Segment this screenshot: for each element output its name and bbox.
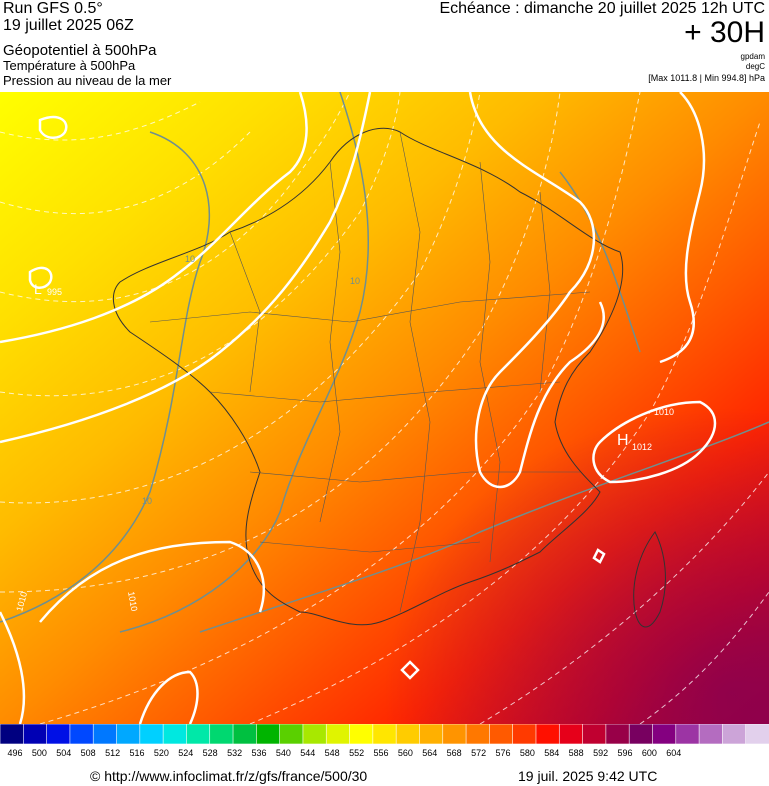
scale-tick-label: 560 (397, 748, 413, 758)
low-pressure-marker: L (34, 281, 42, 297)
scale-tick-label: 596 (617, 748, 633, 758)
scale-swatch (116, 724, 141, 744)
scale-swatch (349, 724, 374, 744)
scale-swatch (489, 724, 514, 744)
scale-swatch (698, 724, 724, 744)
scale-swatch (232, 724, 258, 744)
run-date: 19 juillet 2025 06Z (3, 17, 134, 34)
scale-swatch (186, 724, 211, 744)
isotherms (0, 92, 769, 633)
scale-swatch (162, 724, 188, 744)
scale-swatch (69, 724, 95, 744)
temperature-label: Température à 500hPa (3, 58, 136, 73)
scale-tick-label: 600 (641, 748, 657, 758)
scale-tick-label: 552 (349, 748, 365, 758)
scale-tick-label: 604 (666, 748, 682, 758)
contour-label: 995 (47, 287, 62, 297)
scale-tick-label: 496 (7, 748, 23, 758)
scale-swatch (675, 724, 700, 744)
scale-tick-label: 564 (422, 748, 438, 758)
contour-label: 1012 (632, 442, 652, 452)
scale-swatch (372, 724, 397, 744)
scale-tick-label: 516 (129, 748, 145, 758)
generation-timestamp: 19 juil. 2025 9:42 UTC (518, 768, 658, 784)
temperature-field-dark (0, 92, 769, 724)
scale-swatch (325, 724, 351, 744)
scale-swatch (92, 724, 118, 744)
contour-label: 1010 (126, 591, 139, 612)
scale-swatch (395, 724, 421, 744)
scale-tick-label: 588 (568, 748, 584, 758)
scale-swatch (22, 724, 48, 744)
scale-tick-label: 520 (153, 748, 169, 758)
scale-tick-label: 504 (56, 748, 72, 758)
scale-swatch (652, 724, 677, 744)
lead-time: + 30H (684, 16, 765, 49)
geopotential-label: Géopotentiel à 500hPa (3, 42, 157, 59)
scale-tick-label: 548 (324, 748, 340, 758)
scale-tick-label: 568 (446, 748, 462, 758)
isotherm-labels: 10 10 10 (142, 254, 360, 506)
scale-tick-label: 580 (519, 748, 535, 758)
forecast-time: Echéance : dimanche 20 juillet 2025 12h … (439, 0, 765, 17)
scale-tick-label: 528 (202, 748, 218, 758)
scale-tick-label: 512 (105, 748, 121, 758)
france-outline (112, 127, 666, 628)
scale-swatch (279, 724, 304, 744)
scale-tick-label: 500 (31, 748, 47, 758)
scale-swatch (465, 724, 491, 744)
scale-tick-label: 576 (495, 748, 511, 758)
scale-swatch (512, 724, 537, 744)
pressure-label: Pression au niveau de la mer (3, 73, 172, 88)
scale-swatch (558, 724, 584, 744)
scale-tick-label: 536 (251, 748, 267, 758)
scale-tick-label: 556 (373, 748, 389, 758)
unit-gpdam: gpdam (740, 52, 765, 61)
unit-degc: degC (745, 62, 765, 71)
scale-swatch (139, 724, 164, 744)
scale-swatch (302, 724, 328, 744)
scale-swatch (605, 724, 630, 744)
scale-tick-label: 572 (471, 748, 487, 758)
scale-swatch (745, 724, 769, 744)
scale-swatch (442, 724, 467, 744)
scale-tick-label: 532 (227, 748, 243, 758)
weather-map: 995 1010 1010 1012 1010 10 10 10 H L (0, 92, 769, 724)
scale-tick-label: 540 (275, 748, 291, 758)
scale-swatch (628, 724, 654, 744)
scale-tick-label: 508 (80, 748, 96, 758)
scale-tick-label: 524 (178, 748, 194, 758)
scale-swatch (0, 724, 25, 744)
color-scale-ticks: 496 500 504 508 512 516 520 524 528 532 536 540 544 5… (0, 748, 769, 762)
scale-tick-label: 584 (544, 748, 560, 758)
scale-swatch (209, 724, 234, 744)
scale-swatch (582, 724, 607, 744)
scale-swatch (256, 724, 281, 744)
scale-swatch (722, 724, 747, 744)
scale-swatch (419, 724, 444, 744)
scale-swatch (535, 724, 561, 744)
isotherm-label: 10 (185, 254, 195, 264)
color-scale-bar (0, 724, 769, 744)
isotherm-label: 10 (142, 496, 152, 506)
pressure-contours (0, 92, 717, 724)
isotherm-label: 10 (350, 276, 360, 286)
scale-tick-label: 592 (593, 748, 609, 758)
scale-tick-label: 544 (300, 748, 316, 758)
run-title: Run GFS 0.5° (3, 0, 103, 17)
pressure-max-min: [Max 1011.8 | Min 994.8] hPa (648, 73, 765, 83)
department-boundaries (149, 131, 591, 613)
copyright-link[interactable]: © http://www.infoclimat.fr/z/gfs/france/… (90, 768, 368, 784)
high-pressure-marker: H (617, 432, 629, 449)
contour-label: 1010 (654, 407, 674, 417)
scale-swatch (46, 724, 71, 744)
